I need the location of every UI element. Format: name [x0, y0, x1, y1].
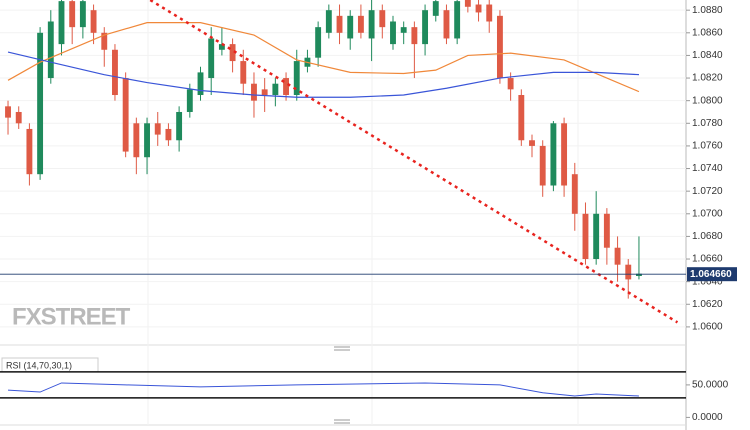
y-tick-label: 1.0760: [692, 141, 723, 152]
candle-body: [208, 38, 215, 79]
candle-body: [390, 21, 396, 45]
trendline: [149, 0, 679, 324]
candle-body: [336, 15, 343, 33]
candle-body: [272, 83, 279, 96]
y-tick-label: 1.0740: [692, 163, 723, 174]
candle-body: [347, 15, 354, 39]
candle-body: [315, 27, 322, 58]
candle-body: [443, 10, 450, 39]
y-tick-label: 1.0680: [692, 231, 723, 242]
y-tick-label: 50.0000: [692, 380, 729, 391]
candle-body: [15, 111, 22, 124]
candle-body: [539, 145, 546, 186]
candle-body: [529, 140, 535, 146]
candle-body: [422, 10, 429, 45]
candle-body: [26, 128, 33, 175]
candle-body: [582, 213, 589, 260]
y-tick-label: 1.0620: [692, 299, 723, 310]
candle-body: [571, 174, 578, 214]
candle-body: [379, 10, 386, 28]
candle-body: [593, 213, 600, 260]
candle-body: [325, 10, 332, 33]
candle-body: [614, 247, 621, 265]
candle-body: [197, 72, 204, 96]
candle-body: [518, 95, 525, 141]
y-tick-label: 1.0860: [692, 27, 723, 38]
resize-handle[interactable]: [334, 346, 350, 351]
y-tick-label: 1.0880: [692, 5, 723, 16]
candle-body: [561, 123, 568, 186]
candle-body: [112, 49, 118, 96]
candle-body: [636, 273, 642, 276]
candle-body: [186, 89, 193, 112]
y-tick-label: 1.0600: [692, 322, 723, 333]
last-price-box: [687, 267, 737, 282]
candle-body: [625, 264, 632, 280]
candle-body: [229, 44, 236, 62]
candle-body: [58, 1, 65, 45]
candle-body: [5, 106, 11, 118]
candle-body: [69, 1, 76, 28]
last-price-label: 1.064660: [690, 269, 732, 280]
candle-body: [603, 213, 610, 248]
y-tick-label: 0.0000: [692, 412, 723, 423]
candle-body: [240, 61, 247, 84]
y-tick-label: 1.0700: [692, 208, 723, 219]
y-tick-label: 1.0720: [692, 186, 723, 197]
candle-body: [550, 123, 557, 186]
candle-body: [101, 32, 108, 50]
candle-body: [79, 1, 86, 28]
watermark: FXSTREET: [12, 303, 131, 330]
candle-body: [133, 123, 140, 158]
candle-body: [293, 61, 300, 96]
candle-body: [251, 83, 257, 101]
candle-body: [144, 123, 150, 158]
moving-average: [7, 22, 640, 93]
candle-body: [411, 27, 418, 45]
candle-body: [486, 4, 493, 22]
indicator-title: RSI (14,70,30,1): [6, 360, 72, 370]
candle-body: [496, 15, 503, 79]
candle-body: [464, 0, 471, 7]
rsi-line: [7, 382, 639, 397]
candle-body: [475, 4, 482, 13]
candle-body: [507, 78, 514, 90]
candle-body: [368, 10, 375, 39]
y-tick-label: 1.0640: [692, 276, 723, 287]
y-tick-label: 1.0820: [692, 73, 723, 84]
candle-body: [47, 21, 54, 79]
candle-body: [165, 128, 172, 141]
y-tick-label: 1.0780: [692, 118, 723, 129]
candle-body: [37, 32, 44, 175]
candle-body: [400, 27, 407, 33]
candle-body: [432, 1, 439, 16]
candle-body: [154, 123, 161, 135]
moving-average: [7, 51, 639, 98]
candle-body: [261, 89, 268, 96]
y-tick-label: 1.0800: [692, 95, 723, 106]
candle-body: [90, 10, 97, 33]
y-tick-label: 1.0660: [692, 254, 723, 265]
candle-body: [218, 44, 225, 50]
y-tick-label: 1.0840: [692, 50, 723, 61]
candle-body: [176, 111, 183, 141]
resize-handle[interactable]: [334, 419, 350, 424]
candle-body: [122, 78, 129, 152]
candle-body: [283, 78, 289, 96]
candle-body: [454, 1, 461, 39]
candle-body: [357, 15, 364, 33]
